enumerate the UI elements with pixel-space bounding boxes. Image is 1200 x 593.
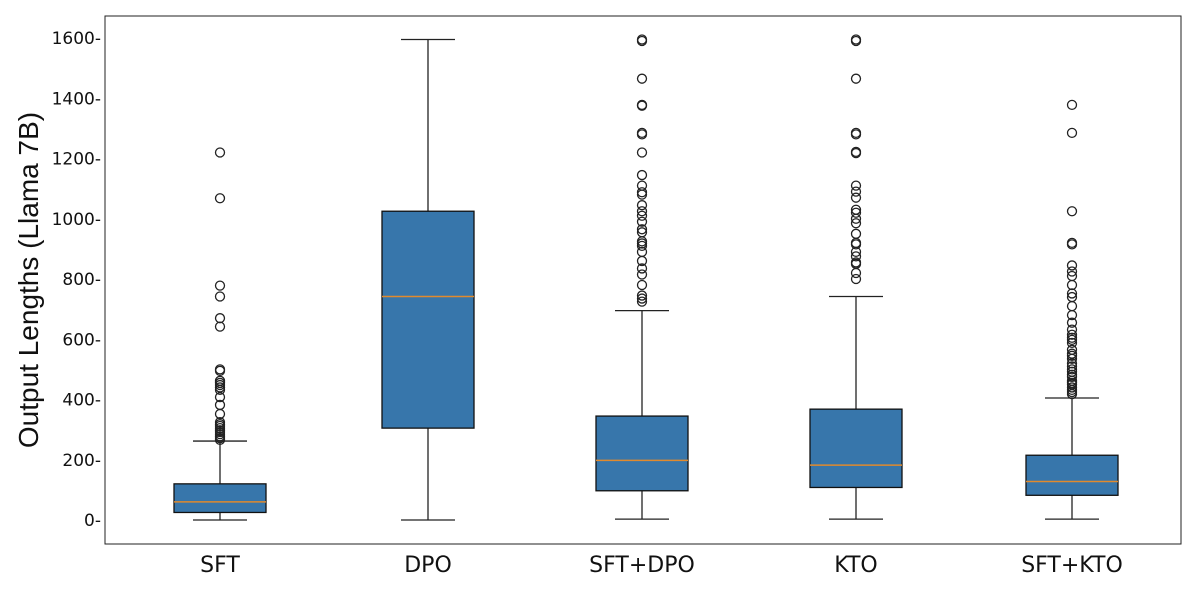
outlier-point	[1066, 388, 1078, 400]
y-tick-label: 400-	[62, 391, 101, 411]
outlier-point	[214, 291, 226, 302]
x-category-label: SFT	[200, 553, 240, 578]
outlier-point	[214, 408, 226, 420]
outlier-point	[1066, 334, 1078, 346]
outlier-point	[850, 239, 862, 250]
outlier-point	[636, 73, 648, 84]
outlier-point	[636, 169, 648, 181]
outlier-point	[214, 434, 226, 446]
y-tick-label: 1400-	[52, 89, 101, 109]
y-tick-label: 1200-	[52, 150, 101, 170]
iqr-box	[809, 408, 903, 489]
x-category-label: SFT+DPO	[589, 553, 695, 578]
outlier-point	[214, 280, 226, 291]
outlier-point	[850, 218, 862, 229]
outlier-point	[214, 321, 226, 332]
outlier-point	[636, 293, 648, 304]
box-group	[173, 147, 267, 521]
outlier-point	[850, 251, 862, 262]
outlier-point	[850, 228, 862, 239]
outlier-point	[1066, 371, 1078, 383]
outlier-point	[636, 279, 648, 291]
y-tick-label: 800-	[62, 270, 101, 290]
y-tick-label: 0-	[84, 511, 101, 531]
x-axis-labels: SFT DPO SFT+DPO KTO SFT+KTO	[200, 553, 1123, 578]
outlier-point	[636, 206, 648, 217]
iqr-box	[1025, 454, 1119, 496]
y-tick-label: 1600-	[52, 29, 101, 49]
iqr-box	[595, 415, 689, 492]
outlier-point	[214, 365, 226, 377]
outlier-point	[1066, 279, 1078, 291]
outlier-point	[1066, 324, 1078, 335]
outlier-point	[214, 391, 226, 403]
outlier-point	[636, 100, 648, 111]
box-group	[1025, 99, 1119, 520]
iqr-box	[173, 483, 267, 514]
outlier-point	[636, 255, 648, 267]
outlier-point	[850, 35, 862, 47]
outlier-point	[850, 213, 862, 224]
x-category-label: KTO	[834, 553, 877, 578]
outlier-point	[850, 180, 862, 191]
outlier-point	[636, 224, 648, 235]
outlier-point	[636, 147, 648, 158]
outlier-point	[636, 200, 648, 211]
outlier-point	[1066, 337, 1078, 349]
outlier-point	[636, 290, 648, 301]
outlier-point	[214, 313, 226, 324]
outlier-point	[850, 273, 862, 285]
outlier-point	[214, 147, 226, 158]
outlier-point	[1066, 317, 1078, 328]
outlier-point	[1066, 99, 1078, 111]
outlier-point	[1066, 309, 1078, 321]
outlier-point	[850, 147, 862, 159]
outlier-point	[636, 240, 648, 252]
outlier-point	[636, 216, 648, 227]
x-category-label: DPO	[404, 553, 452, 578]
y-axis-ticks: 0- 200- 400- 600- 800- 1000- 1200- 1400- 1600-	[52, 29, 101, 531]
outlier-point	[1066, 288, 1078, 299]
outlier-point	[1066, 300, 1078, 312]
outlier-point	[636, 269, 648, 280]
outlier-point	[636, 246, 648, 258]
outlier-point	[636, 263, 648, 274]
box-group	[595, 34, 689, 520]
y-axis-title: Output Lengths (Llama 7B)	[13, 112, 44, 448]
outlier-point	[636, 296, 648, 307]
outlier-point	[1066, 353, 1078, 364]
outlier-point	[1066, 329, 1078, 340]
outlier-point	[636, 129, 648, 140]
y-tick-label: 200-	[62, 451, 101, 471]
outlier-point	[636, 210, 648, 221]
x-category-label: SFT+KTO	[1021, 553, 1123, 578]
outlier-point	[1066, 239, 1078, 250]
boxes	[173, 34, 1119, 521]
outlier-point	[850, 186, 862, 197]
box-group	[381, 38, 475, 521]
iqr-box	[381, 210, 475, 429]
outlier-point	[850, 73, 862, 84]
outlier-point	[850, 246, 862, 258]
outlier-point	[214, 384, 226, 396]
outlier-point	[1066, 350, 1078, 361]
box-group	[809, 34, 903, 520]
outlier-point	[636, 189, 648, 200]
plot-frame	[104, 15, 1182, 545]
y-tick-label: 600-	[62, 330, 101, 350]
outlier-point	[850, 129, 862, 140]
y-tick-label: 1000-	[52, 210, 101, 230]
outlier-point	[850, 267, 862, 279]
outlier-point	[1066, 206, 1078, 217]
outlier-point	[850, 207, 862, 218]
outlier-point	[1066, 266, 1078, 277]
outlier-point	[1066, 260, 1078, 271]
outlier-point	[636, 35, 648, 47]
outlier-point	[214, 193, 226, 204]
outlier-point	[1066, 127, 1078, 139]
outlier-point	[850, 192, 862, 203]
